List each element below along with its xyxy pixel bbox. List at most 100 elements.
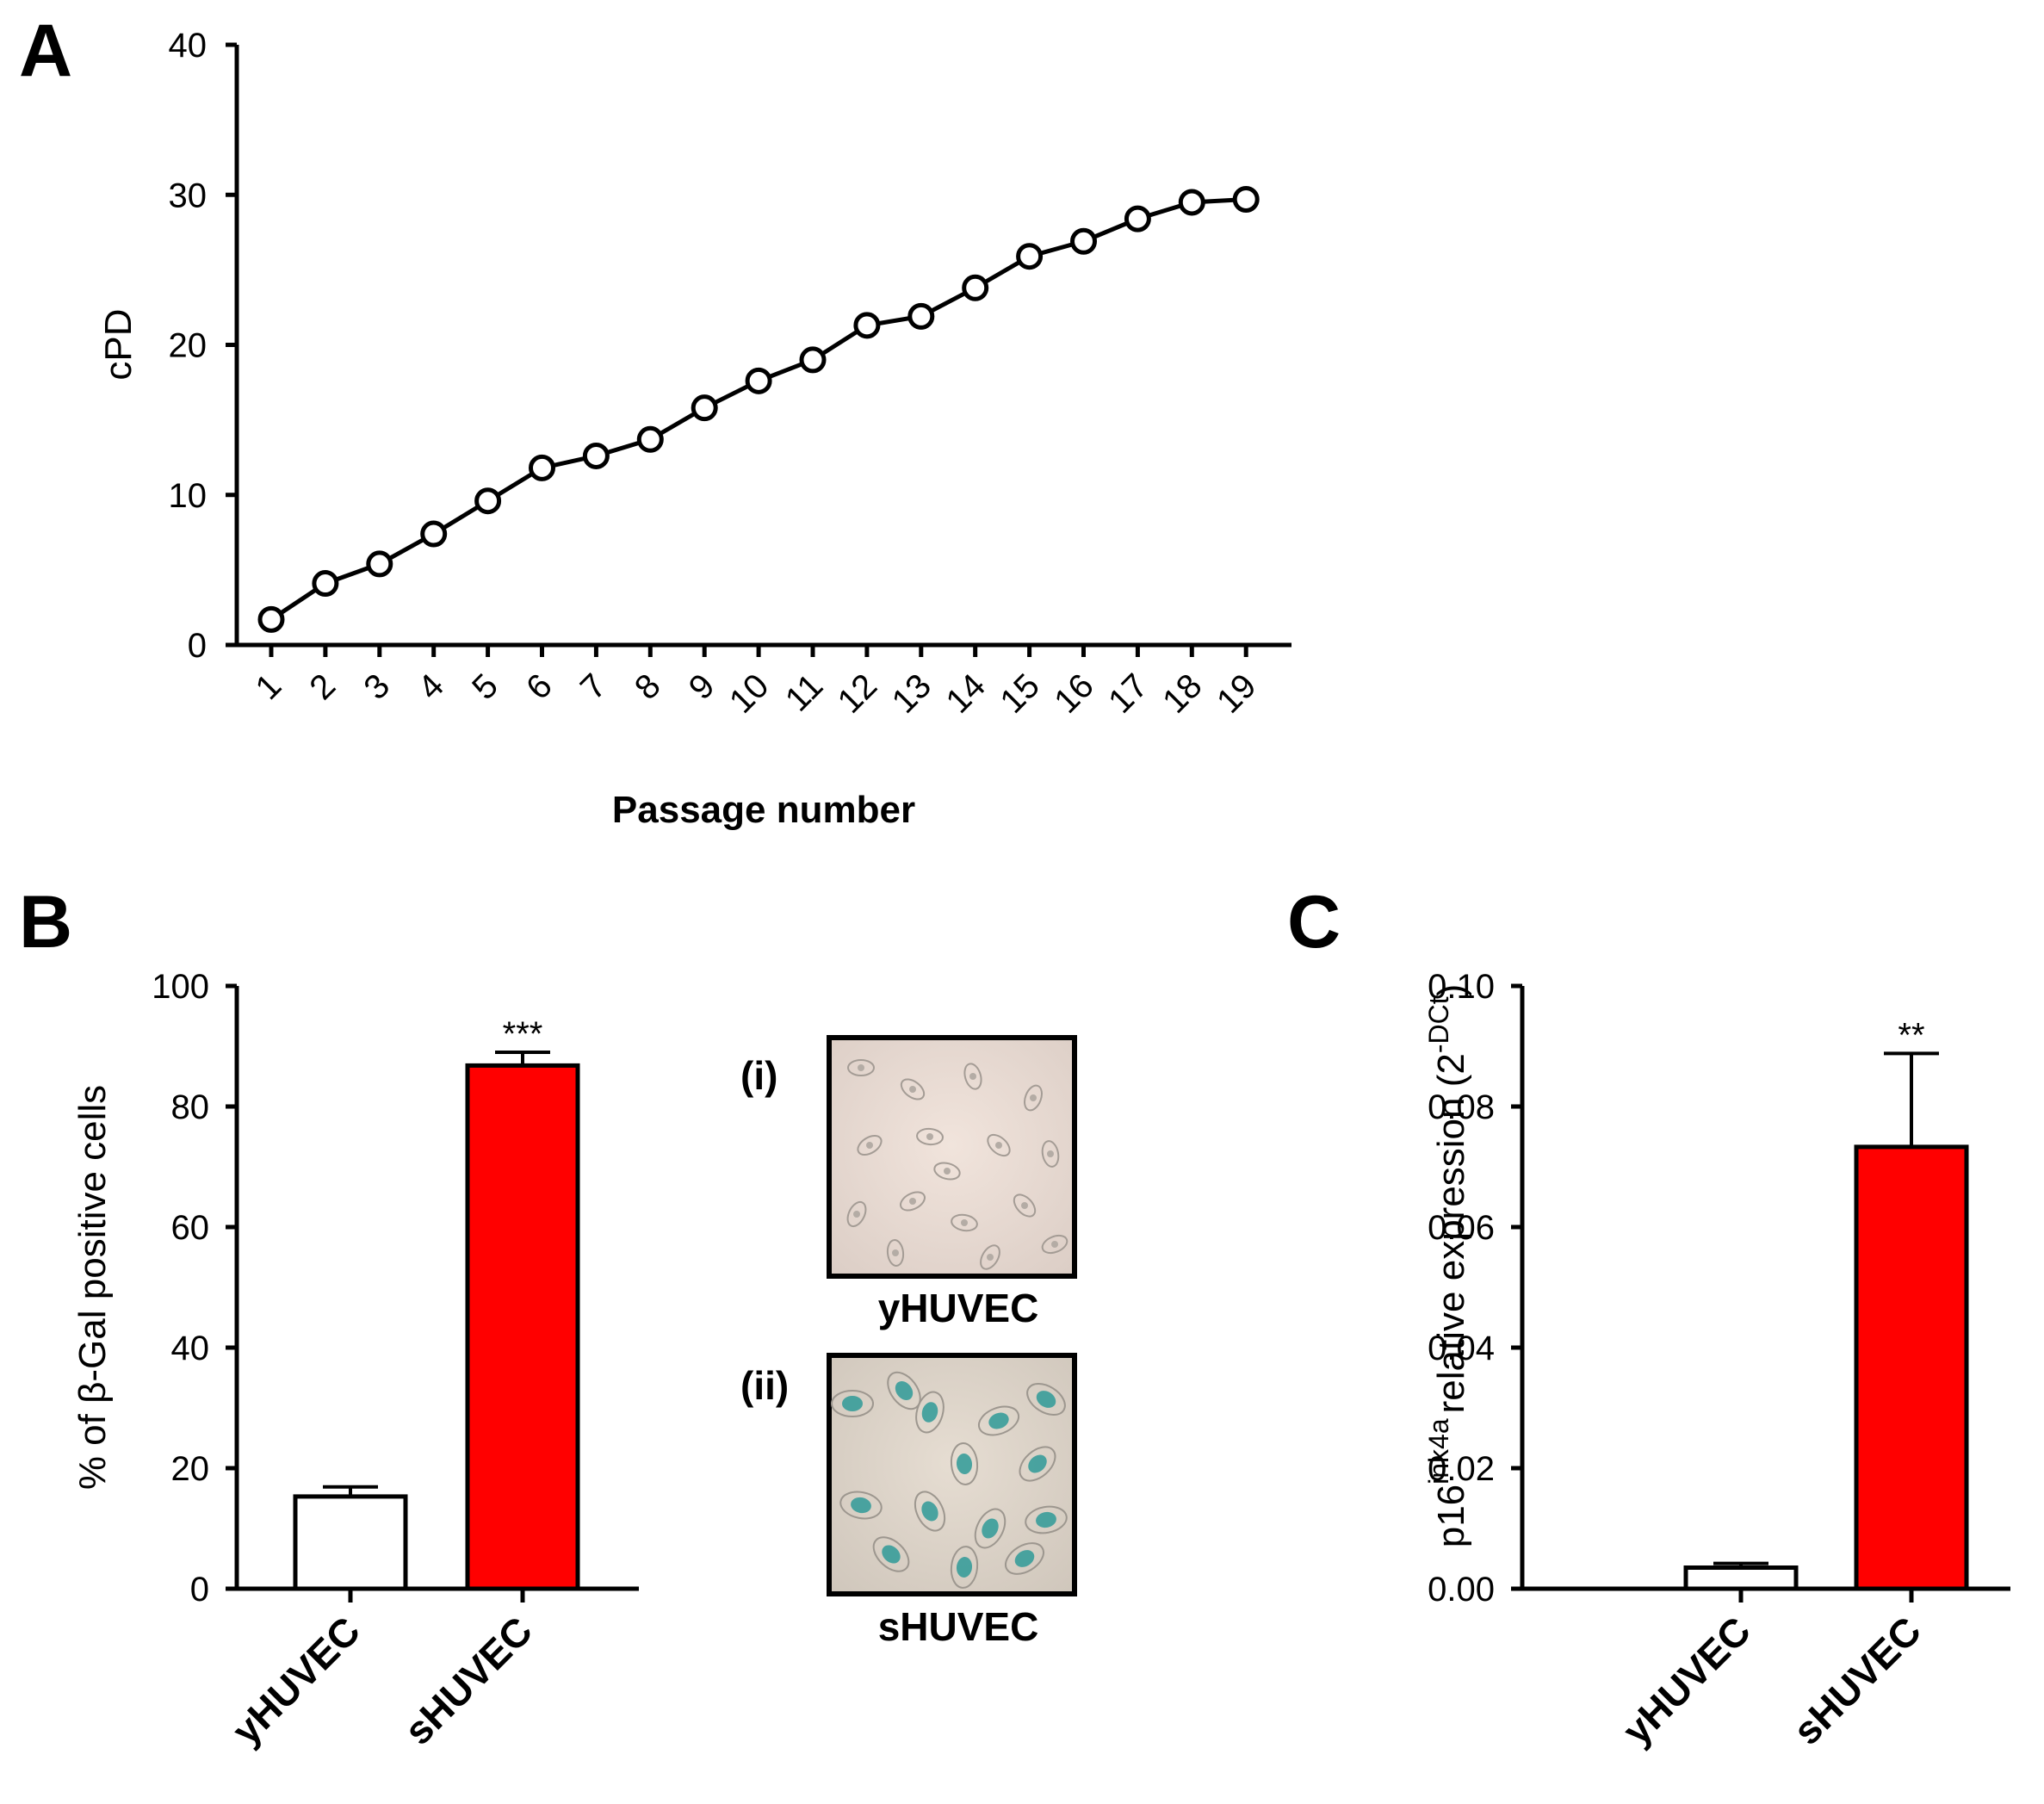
bar-sHUVEC — [1854, 1144, 1969, 1591]
micrograph-label-i: (i) — [740, 1053, 777, 1098]
cell-outline — [847, 1059, 875, 1076]
panel-b-y-axis-title: % of β-Gal positive cells — [71, 1085, 114, 1490]
category-label: yHUVEC — [223, 1608, 369, 1753]
cell-outline — [900, 1191, 926, 1212]
panel-b-bars: yHUVEC sHUVEC *** — [223, 1015, 580, 1753]
x-tick-label: 1 — [249, 666, 289, 707]
x-tick-label: 18 — [1155, 666, 1210, 721]
data-point — [1124, 205, 1151, 232]
micrograph-senescent-cells — [831, 1371, 1068, 1589]
x-tick-label: 2 — [302, 666, 343, 707]
y-tick-label: 0.10 — [1428, 968, 1495, 1006]
x-tick-label: 3 — [356, 666, 397, 707]
panel-c-y-axis-title: p16ink4a relative expression (2-DCt) — [1423, 984, 1472, 1548]
data-point — [636, 425, 664, 453]
cell-outline — [1025, 1505, 1068, 1534]
micrograph-young: (i) yHUVEC — [740, 1035, 1077, 1330]
cell-nucleus — [926, 1133, 933, 1140]
cell-outline — [914, 1491, 946, 1532]
panel-b-y-axis: 0 20 40 60 80 100 — [152, 968, 237, 1609]
cell-nucleus — [969, 1073, 976, 1080]
category-label: yHUVEC — [1614, 1608, 1759, 1753]
stained-cell — [882, 1545, 901, 1564]
data-point — [745, 367, 772, 394]
stained-cell — [851, 1497, 871, 1514]
panel-c-y-title-close: ) — [1430, 984, 1472, 997]
cell-nucleus — [892, 1249, 899, 1256]
cell-nucleus — [1047, 1150, 1054, 1157]
cell-nucleus — [944, 1168, 951, 1175]
cell-nucleus — [1030, 1094, 1037, 1101]
panel-c-y-title-super: ink4a — [1423, 1418, 1454, 1485]
y-tick-label: 40 — [171, 1330, 210, 1367]
significance-marker: *** — [503, 1015, 543, 1053]
panel-c-y-axis: 0.00 0.02 0.04 0.06 0.08 0.10 — [1428, 968, 1522, 1609]
y-tick-label: 100 — [152, 968, 209, 1006]
cell-outline — [963, 1063, 982, 1090]
cell-outline — [987, 1133, 1011, 1157]
cell-nucleus — [987, 1254, 994, 1261]
data-point — [907, 302, 935, 330]
cell-outline — [900, 1078, 926, 1100]
stained-cell — [921, 1402, 938, 1423]
bar-yHUVEC — [1683, 1565, 1799, 1591]
panel-c-y-title-rest: relative expression (2 — [1430, 1053, 1472, 1413]
cell-outline — [950, 1546, 979, 1589]
x-tick-label: 12 — [831, 666, 885, 721]
cell-outline — [887, 1371, 921, 1410]
cell-outline — [1005, 1542, 1044, 1575]
y-tick-label: 0.00 — [1428, 1571, 1495, 1609]
significance-marker: ** — [1898, 1016, 1924, 1054]
cell-outline — [886, 1239, 905, 1267]
category-label: sHUVEC — [1784, 1608, 1929, 1753]
data-point — [1232, 185, 1260, 213]
y-tick-label: 10 — [169, 477, 207, 515]
panel-c-bars: yHUVEC sHUVEC ** — [1614, 1016, 1969, 1753]
cell-outline — [950, 1442, 979, 1485]
cpd-series-points — [257, 185, 1260, 633]
cell-nucleus — [909, 1198, 916, 1205]
x-tick-label: 16 — [1047, 666, 1101, 721]
cell-outline — [839, 1491, 883, 1520]
data-point — [1178, 189, 1205, 216]
cell-outline — [1041, 1234, 1068, 1255]
panel-a-y-axis: 0 10 20 30 40 — [169, 27, 237, 665]
panel-label-a: A — [19, 9, 72, 92]
y-tick-label: 60 — [171, 1209, 210, 1247]
micrograph-caption-young: yHUVEC — [878, 1286, 1039, 1330]
cell-outline — [1013, 1193, 1037, 1218]
y-tick-label: 0.02 — [1428, 1450, 1495, 1488]
cell-outline — [1019, 1446, 1056, 1482]
stained-cell — [982, 1518, 999, 1539]
data-point — [529, 454, 555, 481]
panel-a-y-axis-title: cPD — [97, 308, 139, 380]
data-point — [691, 394, 718, 422]
x-tick-label: 11 — [778, 666, 830, 718]
micrograph-caption-senescent: sHUVEC — [878, 1604, 1039, 1649]
panel-a-x-axis: 1 2 3 4 5 6 7 8 9 10 11 12 13 14 15 16 17 18 19 — [249, 645, 1264, 721]
cell-nucleus — [1051, 1241, 1058, 1248]
data-point — [853, 312, 881, 339]
panel-label-b: B — [19, 881, 72, 964]
data-point — [366, 550, 393, 578]
y-tick-label: 20 — [171, 1450, 210, 1488]
stained-cell — [1036, 1391, 1056, 1408]
y-tick-label: 40 — [169, 27, 207, 65]
panel-b-chart: 0 20 40 60 80 100 yHUVEC sHUVEC *** % of β-Gal … — [71, 968, 639, 1753]
data-point — [420, 520, 448, 548]
x-tick-label: 15 — [993, 666, 1047, 721]
x-tick-label: 13 — [885, 666, 939, 721]
data-point — [474, 487, 502, 515]
cpd-series-line — [269, 196, 1247, 622]
micrograph-young-cells — [846, 1059, 1068, 1270]
y-tick-label: 0.08 — [1428, 1088, 1495, 1126]
cell-outline — [872, 1536, 910, 1572]
data-point — [799, 346, 827, 374]
x-tick-label: 17 — [1101, 666, 1155, 721]
cell-outline — [1024, 1084, 1043, 1112]
y-tick-label: 80 — [171, 1088, 210, 1126]
x-tick-label: 7 — [573, 666, 614, 707]
stained-cell — [1036, 1511, 1056, 1528]
stained-cell — [921, 1501, 938, 1522]
